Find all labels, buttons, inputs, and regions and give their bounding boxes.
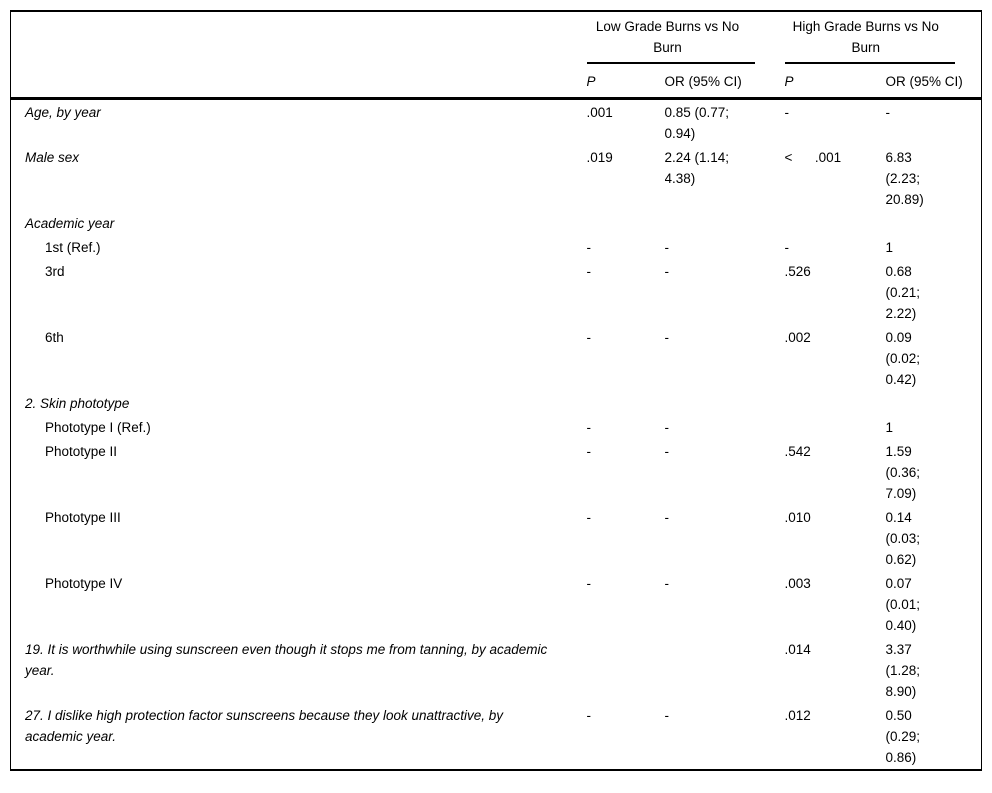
- cell-low-p: -: [586, 240, 592, 255]
- cell-low-or: [665, 391, 785, 415]
- cell-high-p: < .001: [784, 150, 842, 165]
- cell-low-p: .001: [586, 105, 613, 120]
- row-label: Male sex: [25, 150, 80, 165]
- table-header: Low Grade Burns vs No Burn High Grade Bu…: [10, 11, 982, 100]
- cell-high-or: 0.14 (0.03; 0.62): [885, 510, 924, 567]
- row-label: Phototype I (Ref.): [45, 420, 151, 435]
- cell-high-p: .002: [784, 330, 811, 345]
- table-row: 27. I dislike high protection factor sun…: [11, 703, 982, 770]
- column-group-high-grade: High Grade Burns vs No Burn: [784, 11, 982, 64]
- row-label: Academic year: [25, 216, 115, 231]
- cell-high-or: 3.37 (1.28; 8.90): [885, 642, 924, 699]
- cell-high-p: .012: [784, 708, 811, 723]
- cell-low-or: -: [664, 330, 670, 345]
- cell-low-or: -: [664, 264, 670, 279]
- row-label: Phototype III: [45, 510, 121, 525]
- cell-low-p: -: [586, 444, 592, 459]
- cell-low-p: -: [586, 708, 592, 723]
- cell-low-or: 2.24 (1.14; 4.38): [664, 150, 733, 186]
- table-row: 3rd - - .526 0.68 (0.21; 2.22): [11, 259, 982, 325]
- cell-high-or: 0.09 (0.02; 0.42): [885, 330, 924, 387]
- cell-high-p: [785, 415, 886, 439]
- table-row: Male sex .019 2.24 (1.14; 4.38) < .001 6…: [11, 145, 982, 211]
- table-row: Phototype III - - .010 0.14 (0.03; 0.62): [11, 505, 982, 571]
- cell-high-or: 1.59 (0.36; 7.09): [885, 444, 924, 501]
- cell-low-or: -: [664, 240, 670, 255]
- cell-low-p: [587, 637, 665, 703]
- cell-low-p: -: [586, 510, 592, 525]
- table-row: Phototype IV - - .003 0.07 (0.01; 0.40): [11, 571, 982, 637]
- cell-high-or: 0.07 (0.01; 0.40): [885, 576, 924, 633]
- subheader-low-or: OR (95% CI): [664, 64, 785, 100]
- cell-low-or: 0.85 (0.77; 0.94): [664, 105, 733, 141]
- results-table: Low Grade Burns vs No Burn High Grade Bu…: [10, 10, 982, 771]
- cell-high-or: [886, 211, 982, 235]
- cell-low-p: -: [586, 576, 592, 591]
- cell-high-p: [785, 211, 886, 235]
- row-label-header-empty: [10, 11, 587, 100]
- cell-low-or: [665, 211, 785, 235]
- cell-high-or: 6.83 (2.23; 20.89): [885, 150, 924, 207]
- column-group-high-grade-label: High Grade Burns vs No Burn: [784, 12, 955, 64]
- cell-low-p: [587, 211, 665, 235]
- cell-high-p: [785, 391, 886, 415]
- cell-high-p: -: [784, 105, 790, 120]
- table-row: 19. It is worthwhile using sunscreen eve…: [11, 637, 982, 703]
- cell-high-or: [886, 391, 982, 415]
- table-row: Phototype II - - .542 1.59 (0.36; 7.09): [11, 439, 982, 505]
- cell-high-or: 0.68 (0.21; 2.22): [885, 264, 924, 321]
- cell-high-p: .542: [784, 444, 811, 459]
- row-label: 27. I dislike high protection factor sun…: [25, 708, 504, 744]
- cell-high-p: .003: [784, 576, 811, 591]
- row-label: 1st (Ref.): [45, 240, 101, 255]
- subheader-high-p: P: [784, 64, 886, 100]
- cell-high-p: -: [784, 240, 790, 255]
- cell-high-or: 1: [885, 240, 894, 255]
- cell-low-p: .019: [586, 150, 613, 165]
- cell-high-p: .010: [784, 510, 811, 525]
- column-group-low-grade: Low Grade Burns vs No Burn: [586, 11, 785, 64]
- cell-high-p: .526: [784, 264, 811, 279]
- row-label: Age, by year: [25, 105, 101, 120]
- table-row: 1st (Ref.) - - - 1: [11, 235, 982, 259]
- cell-low-or: -: [664, 576, 670, 591]
- row-label: 2. Skin phototype: [25, 396, 130, 411]
- table-body: Age, by year .001 0.85 (0.77; 0.94) - - …: [11, 99, 982, 771]
- cell-low-p: [587, 391, 665, 415]
- cell-high-p: .014: [784, 642, 811, 657]
- subheader-high-or: OR (95% CI): [885, 64, 982, 100]
- row-label: Phototype II: [45, 444, 118, 459]
- cell-high-or: 1: [885, 420, 894, 435]
- table-row: Age, by year .001 0.85 (0.77; 0.94) - -: [11, 99, 982, 146]
- cell-high-or: 0.50 (0.29; 0.86): [885, 708, 924, 765]
- table-row: Phototype I (Ref.) - - 1: [11, 415, 982, 439]
- cell-high-or: -: [885, 105, 891, 120]
- cell-low-p: -: [586, 264, 592, 279]
- column-group-low-grade-label: Low Grade Burns vs No Burn: [586, 12, 755, 64]
- row-label: 6th: [45, 330, 64, 345]
- table-row: Academic year: [11, 211, 982, 235]
- row-label: Phototype IV: [45, 576, 123, 591]
- row-label: 19. It is worthwhile using sunscreen eve…: [25, 642, 548, 678]
- table-row: 6th - - .002 0.09 (0.02; 0.42): [11, 325, 982, 391]
- table-row: 2. Skin phototype: [11, 391, 982, 415]
- subheader-low-p: P: [586, 64, 665, 100]
- cell-low-or: -: [664, 444, 670, 459]
- cell-low-p: -: [586, 420, 592, 435]
- cell-low-or: -: [664, 708, 670, 723]
- cell-low-or: [665, 637, 785, 703]
- cell-low-p: -: [586, 330, 592, 345]
- cell-low-or: -: [664, 420, 670, 435]
- row-label: 3rd: [45, 264, 65, 279]
- cell-low-or: -: [664, 510, 670, 525]
